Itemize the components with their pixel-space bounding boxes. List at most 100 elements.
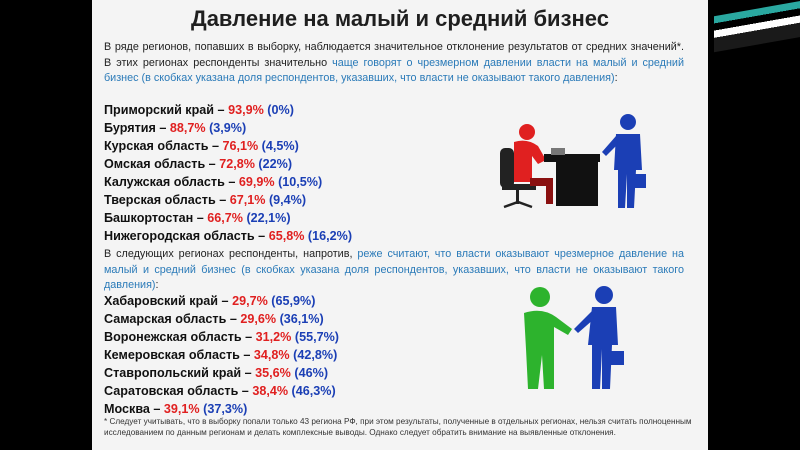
paren-close: ) xyxy=(301,193,307,207)
no-pressure-percent: 9,4% xyxy=(273,193,302,207)
region-name: Саратовская область xyxy=(104,384,239,398)
paren-close: ) xyxy=(289,103,294,117)
pressure-percent: 72,8% xyxy=(219,157,255,171)
region-row: Саратовская область – 38,4% (46,3%) xyxy=(104,382,339,400)
dash: – xyxy=(215,193,230,207)
region-name: Ставропольский край xyxy=(104,366,242,380)
dash: – xyxy=(155,121,170,135)
region-name: Кемеровская область xyxy=(104,348,240,362)
dash: – xyxy=(214,103,229,117)
paren-close: ) xyxy=(331,384,336,398)
dash: – xyxy=(218,294,233,308)
green-person-icon xyxy=(524,287,572,389)
standing-person-icon xyxy=(602,114,646,208)
corner-stripe xyxy=(714,0,800,53)
region-row: Ставропольский край – 35,6% (46%) xyxy=(104,364,339,382)
region-name: Воронежская область xyxy=(104,330,242,344)
pressure-percent: 29,6% xyxy=(240,312,277,326)
region-name: Курская область xyxy=(104,139,209,153)
region-name: Хабаровский край xyxy=(104,294,219,308)
second-end: : xyxy=(155,279,159,291)
second-highlight: реже считают, что власти оказывают чрезм… xyxy=(104,248,684,291)
no-pressure-percent: 65,9% xyxy=(275,294,312,308)
paren-open: ( xyxy=(263,103,272,117)
low-pressure-list: Хабаровский край – 29,7% (65,9%) Самарска… xyxy=(104,292,339,418)
paren-open: ( xyxy=(290,366,299,380)
no-pressure-percent: 55,7% xyxy=(299,330,335,344)
no-pressure-percent: 3,9% xyxy=(213,121,243,135)
slide-title: Давление на малый и средний бизнес xyxy=(191,6,609,31)
paren-close: ) xyxy=(294,139,299,153)
second-paragraph: В следующих регионах респонденты, напрот… xyxy=(104,247,684,294)
intro-text: В ряде регионов, попавших в выборку, наб… xyxy=(104,41,684,69)
dash: – xyxy=(208,139,223,153)
region-name: Башкортостан xyxy=(104,211,194,225)
footnote: * Следует учитывать, что в выборку попал… xyxy=(104,417,692,437)
blue-person-icon xyxy=(574,286,624,389)
paren-close: ) xyxy=(287,157,293,171)
region-name: Самарская область xyxy=(104,312,227,326)
dash: – xyxy=(239,348,254,362)
paren-open: ( xyxy=(242,211,251,225)
region-name: Нижегородская область xyxy=(104,229,255,243)
no-pressure-percent: 36,1% xyxy=(283,312,320,326)
region-row: Нижегородская область – 65,8% (16,2%) xyxy=(104,227,352,245)
region-name: Приморский край xyxy=(104,103,215,117)
high-pressure-list: Приморский край – 93,9% (0%) Бурятия – 88… xyxy=(104,101,352,245)
paren-open: ( xyxy=(289,348,298,362)
paren-close: ) xyxy=(334,330,339,344)
no-pressure-percent: 37,3% xyxy=(207,402,244,416)
desk-icon xyxy=(544,148,600,206)
pressure-percent: 67,1% xyxy=(229,193,266,207)
seated-person-icon xyxy=(514,124,553,204)
dash: – xyxy=(226,312,241,326)
no-pressure-percent: 22,1% xyxy=(250,211,287,225)
paren-close: ) xyxy=(347,229,353,243)
region-row: Воронежская область – 31,2% (55,7%) xyxy=(104,328,339,346)
region-row: Москва – 39,1% (37,3%) xyxy=(104,400,339,418)
no-pressure-percent: 46% xyxy=(298,366,324,380)
pressure-percent: 39,1% xyxy=(163,402,200,416)
no-pressure-percent: 0% xyxy=(271,103,290,117)
pressure-percent: 93,9% xyxy=(228,103,264,117)
region-row: Кемеровская область – 34,8% (42,8%) xyxy=(104,346,339,364)
dash: – xyxy=(241,330,256,344)
intro-end: : xyxy=(614,72,618,84)
dash: – xyxy=(149,402,164,416)
paren-open: ( xyxy=(304,229,313,243)
no-pressure-percent: 22% xyxy=(262,157,288,171)
paren-open: ( xyxy=(258,139,266,153)
pressure-percent: 65,8% xyxy=(268,229,305,243)
paren-open: ( xyxy=(276,312,284,326)
pressure-percent: 29,7% xyxy=(232,294,268,308)
region-row: Приморский край – 93,9% (0%) xyxy=(104,101,352,119)
intro-paragraph: В ряде регионов, попавших в выборку, наб… xyxy=(104,40,684,87)
paren-open: ( xyxy=(199,402,208,416)
no-pressure-percent: 4,5% xyxy=(265,139,295,153)
region-row: Калужская область – 69,9% (10,5%) xyxy=(104,173,352,191)
dash: – xyxy=(238,384,253,398)
region-row: Курская область – 76,1% (4,5%) xyxy=(104,137,352,155)
paren-close: ) xyxy=(323,366,329,380)
no-pressure-percent: 10,5% xyxy=(282,175,318,189)
pressure-percent: 31,2% xyxy=(255,330,292,344)
pressure-percent: 38,4% xyxy=(252,384,289,398)
pressure-percent: 66,7% xyxy=(207,211,243,225)
handshake-illustration xyxy=(524,286,624,389)
region-name: Омская область xyxy=(104,157,206,171)
office-illustration xyxy=(500,114,646,209)
no-pressure-percent: 42,8% xyxy=(297,348,334,362)
region-name: Калужская область xyxy=(104,175,225,189)
region-row: Омская область – 72,8% (22%) xyxy=(104,155,352,173)
paren-close: ) xyxy=(319,312,324,326)
pressure-percent: 88,7% xyxy=(169,121,206,135)
paren-open: ( xyxy=(265,193,274,207)
paren-close: ) xyxy=(318,175,323,189)
chair-icon xyxy=(500,148,536,209)
paren-open: ( xyxy=(267,294,276,308)
paren-open: ( xyxy=(205,121,214,135)
slide: Давление на малый и средний бизнес В ряд… xyxy=(92,0,708,450)
dash: – xyxy=(224,175,239,189)
region-name: Тверская область xyxy=(104,193,216,207)
second-text: В следующих регионах респонденты, напрот… xyxy=(104,248,358,260)
